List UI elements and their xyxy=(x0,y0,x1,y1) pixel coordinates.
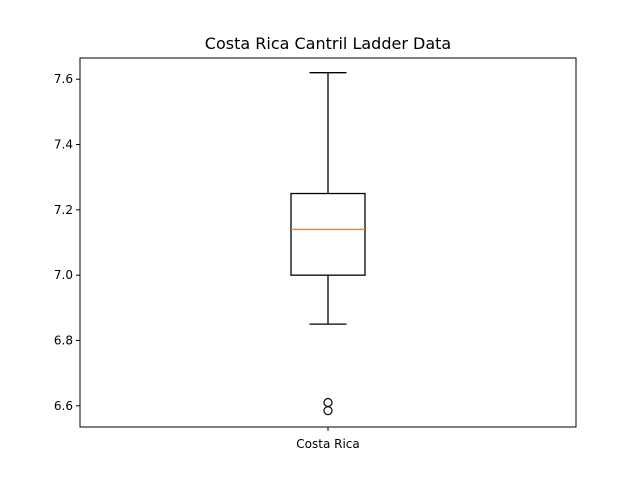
y-tick-label: 7.0 xyxy=(54,268,73,282)
outlier-point xyxy=(323,406,333,416)
plot-frame xyxy=(79,57,577,428)
box xyxy=(290,192,366,276)
y-tick-label: 6.6 xyxy=(54,399,73,413)
chart-title: Costa Rica Cantril Ladder Data xyxy=(205,34,451,53)
y-tick-label: 7.4 xyxy=(54,138,73,152)
plot-area: 6.6 6.8 7.0 7.2 7.4 7.6 Costa Rica xyxy=(54,72,366,451)
y-tick-label: 7.6 xyxy=(54,72,73,86)
y-tick-label: 7.2 xyxy=(54,203,73,217)
y-tick-label: 6.8 xyxy=(54,333,73,347)
x-tick-label: Costa Rica xyxy=(296,437,359,451)
outlier-point xyxy=(323,397,333,408)
